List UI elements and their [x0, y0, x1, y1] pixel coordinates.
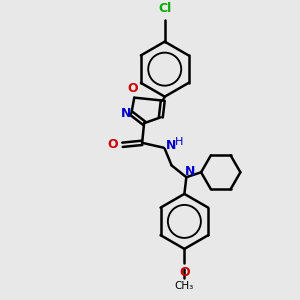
Text: O: O: [127, 82, 138, 95]
Text: N: N: [121, 107, 132, 120]
Text: N: N: [166, 139, 176, 152]
Text: N: N: [185, 165, 195, 178]
Text: O: O: [179, 266, 190, 279]
Text: CH₃: CH₃: [175, 281, 194, 291]
Text: H: H: [175, 137, 183, 147]
Text: Cl: Cl: [158, 2, 171, 15]
Text: O: O: [107, 138, 118, 151]
